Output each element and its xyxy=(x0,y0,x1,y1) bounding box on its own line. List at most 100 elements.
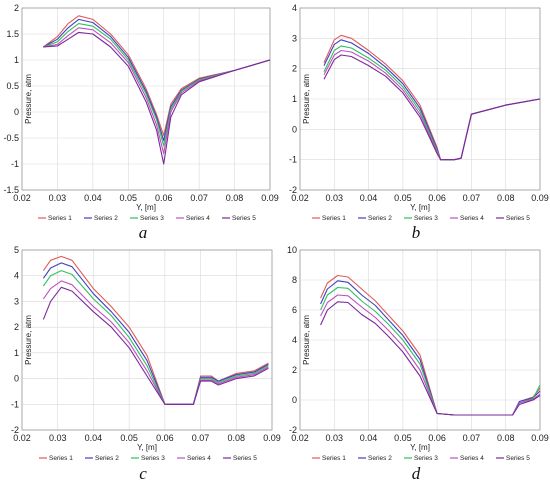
y-tick-label: -1 xyxy=(11,159,19,169)
x-tick-label: 0.03 xyxy=(49,433,67,443)
y-tick-label: 0 xyxy=(292,124,297,134)
series-line-5 xyxy=(323,54,541,161)
y-tick-label: -2 xyxy=(289,425,297,435)
x-tick-label: 0.07 xyxy=(463,433,481,443)
legend-label: Series 3 xyxy=(414,215,438,222)
x-tick-label: 0.06 xyxy=(428,193,446,203)
x-tick-label: 0.03 xyxy=(326,433,344,443)
legend-label: Series 2 xyxy=(368,455,392,462)
x-tick-label: 0.09 xyxy=(263,433,281,443)
x-tick-label: 0.06 xyxy=(155,193,173,203)
legend-label: Series 1 xyxy=(48,215,72,222)
series-line-5 xyxy=(42,286,269,405)
y-axis-label: Pressure, atm xyxy=(24,74,33,124)
panel-label: d xyxy=(412,464,421,483)
legend-label: Series 1 xyxy=(322,455,346,462)
x-tick-label: 0.05 xyxy=(394,433,412,443)
y-tick-label: 3 xyxy=(292,33,297,43)
legend-label: Series 5 xyxy=(233,455,257,462)
x-tick-label: 0.08 xyxy=(226,193,244,203)
x-tick-label: 0.02 xyxy=(13,433,31,443)
chart-panel-c: 0.02 0.03 0.04 0.05 0.06 0.07 0.08 0.09 -2 -1 0 1 2 3… xyxy=(11,245,281,483)
y-tick-label: -1 xyxy=(11,399,19,409)
legend-label: Series 4 xyxy=(187,455,211,462)
y-tick-label: 2 xyxy=(14,3,19,13)
legend-label: Series 5 xyxy=(232,215,256,222)
legend-label: Series 3 xyxy=(141,455,165,462)
x-tick-label: 0.09 xyxy=(261,193,279,203)
chart-panel-a: 0.02 0.03 0.04 0.05 0.06 0.07 0.08 0.09 -1.5 -1 -0… xyxy=(3,3,278,242)
legend-label: Series 4 xyxy=(460,455,484,462)
y-tick-label: 2 xyxy=(14,322,19,332)
y-tick-label: -2 xyxy=(11,425,19,435)
series-line-5 xyxy=(320,301,541,416)
y-tick-label: -1.5 xyxy=(3,185,19,195)
x-axis-label: Y, [m] xyxy=(137,443,157,452)
x-tick-label: 0.06 xyxy=(428,433,446,443)
y-tick-label: 1 xyxy=(14,55,19,65)
x-tick-label: 0.02 xyxy=(291,193,309,203)
x-tick-label: 0.08 xyxy=(497,193,515,203)
series-line-2 xyxy=(42,262,269,405)
x-tick-label: 0.08 xyxy=(228,433,246,443)
x-tick-label: 0.04 xyxy=(360,433,378,443)
x-tick-label: 0.07 xyxy=(190,193,208,203)
y-tick-label: 6 xyxy=(292,305,297,315)
series-line-2 xyxy=(43,18,271,142)
y-tick-label: 10 xyxy=(287,245,297,255)
x-tick-label: 0.02 xyxy=(13,193,31,203)
y-axis-label: Pressure, atm xyxy=(302,315,311,365)
y-tick-label: 3 xyxy=(14,296,19,306)
y-tick-label: 1.5 xyxy=(6,29,19,39)
y-tick-label: 8 xyxy=(292,275,297,285)
y-tick-label: 1 xyxy=(14,348,19,358)
chart-panel-b: 0.02 0.03 0.04 0.05 0.06 0.07 0.08 0.09 -2 -1 0 1 2 3… xyxy=(289,3,549,242)
panel-label: c xyxy=(139,464,147,483)
panel-label: b xyxy=(412,223,421,242)
x-tick-label: 0.07 xyxy=(192,433,210,443)
y-tick-label: 0 xyxy=(14,374,19,384)
x-tick-label: 0.09 xyxy=(531,193,549,203)
x-tick-label: 0.09 xyxy=(531,433,549,443)
legend-label: Series 5 xyxy=(506,215,530,222)
x-tick-label: 0.04 xyxy=(85,433,103,443)
legend-label: Series 2 xyxy=(95,455,119,462)
x-tick-label: 0.07 xyxy=(463,193,481,203)
y-tick-label: 4 xyxy=(292,335,297,345)
series-line-5 xyxy=(43,31,271,165)
x-axis-label: Y, [m] xyxy=(410,203,430,212)
legend-label: Series 4 xyxy=(460,215,484,222)
x-tick-label: 0.03 xyxy=(49,193,67,203)
y-tick-label: -1 xyxy=(289,155,297,165)
y-tick-label: 0 xyxy=(14,107,19,117)
x-tick-label: 0.08 xyxy=(497,433,515,443)
y-tick-label: 1 xyxy=(292,94,297,104)
y-tick-label: 2 xyxy=(292,365,297,375)
legend-label: Series 1 xyxy=(322,215,346,222)
y-axis-label: Pressure, atm xyxy=(302,74,311,124)
y-tick-label: 4 xyxy=(14,271,19,281)
y-tick-label: 0.5 xyxy=(6,81,19,91)
x-tick-label: 0.04 xyxy=(360,193,378,203)
y-tick-label: 4 xyxy=(292,3,297,13)
legend-label: Series 3 xyxy=(140,215,164,222)
y-axis-label: Pressure, atm xyxy=(24,315,33,365)
x-tick-label: 0.04 xyxy=(84,193,102,203)
x-axis-label: Y, [m] xyxy=(136,203,156,212)
chart-panel-d: 0.02 0.03 0.04 0.05 0.06 0.07 0.08 0.09 -2 0 2 4 6 8 1… xyxy=(287,245,549,483)
y-tick-label: -0.5 xyxy=(3,133,19,143)
legend-label: Series 5 xyxy=(506,455,530,462)
x-tick-label: 0.03 xyxy=(326,193,344,203)
y-tick-label: -2 xyxy=(289,185,297,195)
panel-label: a xyxy=(139,223,148,242)
x-tick-label: 0.02 xyxy=(291,433,309,443)
y-tick-label: 2 xyxy=(292,64,297,74)
series-line-4 xyxy=(43,27,271,155)
legend-label: Series 4 xyxy=(186,215,210,222)
legend-label: Series 3 xyxy=(414,455,438,462)
x-tick-label: 0.06 xyxy=(156,433,174,443)
series-line-3 xyxy=(43,23,271,147)
x-tick-label: 0.05 xyxy=(120,193,138,203)
legend-label: Series 2 xyxy=(94,215,118,222)
